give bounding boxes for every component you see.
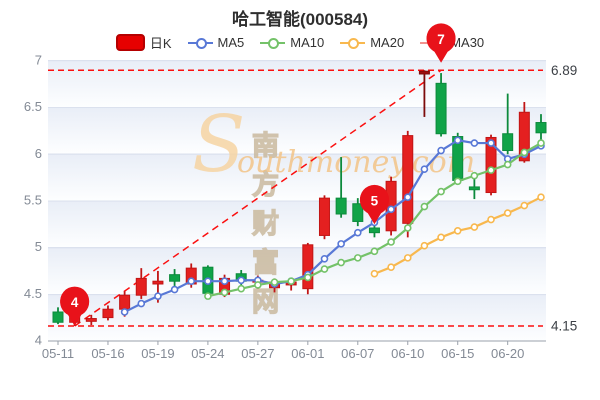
y-tick-label: 4 (35, 332, 42, 347)
plot-background (48, 60, 546, 341)
x-tick-label: 05-19 (141, 346, 174, 361)
chart-legend: 日K MA5 MA10 MA20 MA30 (0, 33, 600, 52)
y-tick-label: 4.5 (24, 286, 42, 301)
y-axis: 7 6.5 6 5.5 5 4.5 4 (24, 53, 42, 348)
x-tick-label: 05-11 (42, 346, 74, 361)
legend-item-ma20[interactable]: MA20 (340, 35, 404, 50)
y-tick-label: 6.5 (24, 99, 42, 114)
legend-item-ma5[interactable]: MA5 (187, 35, 245, 50)
y-tick-label: 5.5 (24, 192, 42, 207)
legend-label: 日K (149, 36, 172, 51)
ma10-line-icon (260, 36, 286, 49)
legend-item-ma30[interactable]: MA30 (420, 35, 484, 50)
page-title: 哈工智能(000584) (231, 10, 369, 29)
legend-item-kline[interactable]: 日K (115, 33, 172, 52)
x-tick-label: 06-15 (441, 346, 474, 361)
x-tick-label: 06-01 (291, 346, 324, 361)
legend-label: MA5 (217, 35, 245, 50)
ma30-line-icon (420, 36, 446, 49)
x-tick-label: 06-07 (341, 346, 374, 361)
legend-label: MA30 (450, 35, 485, 50)
x-axis: 05-11 05-16 05-19 05-24 05-27 06-01 06-07 06-10… (42, 340, 546, 361)
x-tick-label: 05-27 (241, 346, 274, 361)
legend-label: MA10 (290, 35, 325, 50)
min-price-label: 4.15 (551, 318, 577, 333)
kline-swatch-icon (115, 34, 145, 51)
max-price-label: 6.89 (551, 63, 577, 78)
legend-label: MA20 (370, 35, 405, 50)
ma20-line-icon (340, 36, 366, 49)
ma5-line-icon (187, 36, 213, 49)
x-tick-label: 06-10 (391, 346, 424, 361)
x-tick-label: 05-16 (91, 346, 124, 361)
x-tick-label: 05-24 (191, 346, 224, 361)
x-tick-label: 06-20 (491, 346, 524, 361)
legend-item-ma10[interactable]: MA10 (260, 35, 324, 50)
y-tick-label: 6 (35, 146, 42, 161)
y-tick-label: 7 (35, 53, 42, 68)
y-tick-label: 5 (35, 239, 42, 254)
